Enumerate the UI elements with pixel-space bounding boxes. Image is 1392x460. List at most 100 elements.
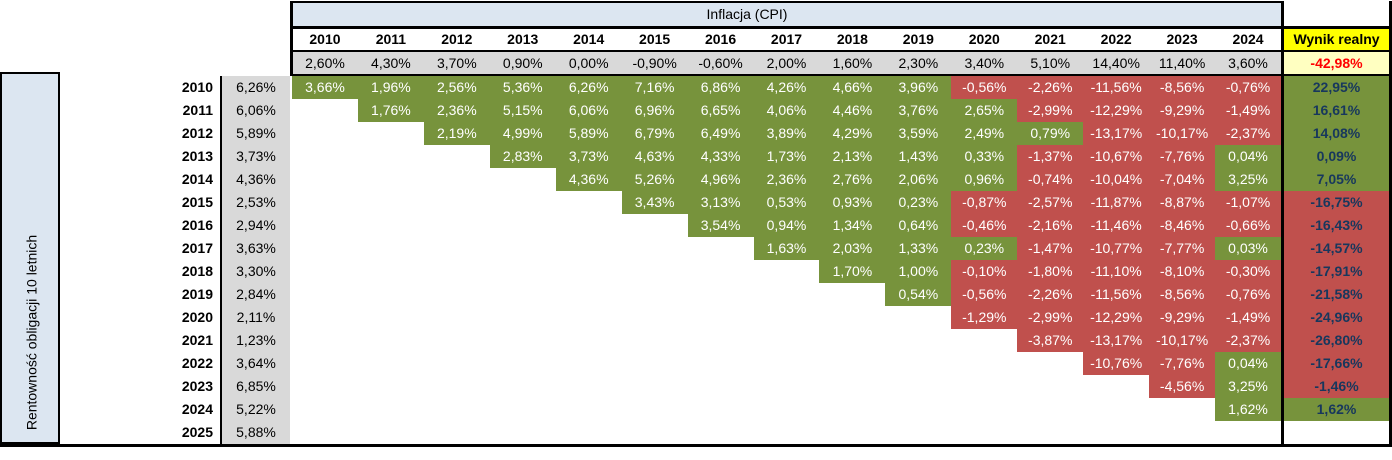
real-result-cell[interactable]: -16,43%	[1284, 214, 1389, 237]
row-year-label[interactable]: 2015	[181, 194, 213, 210]
row-year-label[interactable]: 2025	[181, 424, 213, 440]
inflation-value-cell[interactable]: 5,10%	[1030, 55, 1071, 71]
matrix-cell[interactable]: -8,87%	[1149, 191, 1216, 214]
matrix-cell[interactable]: -1,49%	[1215, 99, 1281, 122]
matrix-cell[interactable]: 3,76%	[885, 99, 952, 122]
inflation-value-cell[interactable]: 3,70%	[436, 55, 477, 71]
matrix-cell[interactable]: 2,76%	[819, 168, 886, 191]
bond-yield-cell[interactable]: 2,94%	[236, 217, 276, 233]
matrix-cell[interactable]: 3,89%	[753, 122, 820, 145]
matrix-cell[interactable]: 1,34%	[819, 214, 886, 237]
bond-yield-cell[interactable]: 6,26%	[236, 79, 276, 95]
matrix-cell[interactable]: 3,25%	[1215, 168, 1281, 191]
matrix-cell[interactable]: 4,33%	[687, 145, 754, 168]
year-header-cell[interactable]: 2022	[1100, 31, 1132, 47]
matrix-cell[interactable]: 5,15%	[489, 99, 556, 122]
matrix-cell[interactable]: -4,56%	[1149, 375, 1216, 398]
matrix-cell[interactable]: 0,94%	[753, 214, 820, 237]
matrix-cell[interactable]: -0,74%	[1017, 168, 1084, 191]
matrix-cell[interactable]: 6,49%	[687, 122, 754, 145]
row-axis-band[interactable]: Rentowność obligacji 10 letnich	[0, 72, 60, 444]
row-year-label[interactable]: 2017	[181, 240, 213, 256]
row-year-label[interactable]: 2012	[181, 125, 213, 141]
matrix-cell[interactable]: 1,73%	[753, 145, 820, 168]
matrix-cell[interactable]: 3,25%	[1215, 375, 1281, 398]
bond-yield-cell[interactable]: 5,22%	[236, 401, 276, 417]
matrix-cell[interactable]: -7,76%	[1149, 145, 1216, 168]
matrix-cell[interactable]: 2,06%	[885, 168, 952, 191]
matrix-cell[interactable]: 0,64%	[885, 214, 952, 237]
matrix-cell[interactable]: 1,62%	[1215, 398, 1281, 421]
matrix-cell[interactable]: -10,76%	[1083, 352, 1150, 375]
matrix-cell[interactable]: -0,76%	[1215, 283, 1281, 306]
matrix-cell[interactable]: 3,43%	[621, 191, 688, 214]
matrix-cell[interactable]: -9,29%	[1149, 306, 1216, 329]
inflation-value-cell[interactable]: 11,40%	[1158, 55, 1206, 71]
matrix-cell[interactable]: -0,76%	[1215, 76, 1281, 99]
real-result-cell[interactable]: -1,46%	[1284, 375, 1389, 398]
matrix-cell[interactable]: 4,63%	[621, 145, 688, 168]
row-year-label[interactable]: 2018	[181, 263, 213, 279]
matrix-cell[interactable]: 0,04%	[1215, 145, 1281, 168]
matrix-cell[interactable]: -2,16%	[1017, 214, 1084, 237]
row-year-label[interactable]: 2023	[181, 378, 213, 394]
matrix-cell[interactable]: -3,87%	[1017, 329, 1084, 352]
matrix-cell[interactable]: 4,96%	[687, 168, 754, 191]
matrix-cell[interactable]: 7,16%	[621, 76, 688, 99]
matrix-cell[interactable]: -1,80%	[1017, 260, 1084, 283]
real-result-cell[interactable]: 0,09%	[1284, 145, 1389, 168]
year-header-cell[interactable]: 2017	[770, 31, 803, 47]
matrix-cell[interactable]: 2,56%	[423, 76, 490, 99]
matrix-cell[interactable]: 0,33%	[951, 145, 1018, 168]
matrix-cell[interactable]: 4,46%	[819, 99, 886, 122]
matrix-cell[interactable]: 2,36%	[423, 99, 490, 122]
matrix-cell[interactable]: 2,13%	[819, 145, 886, 168]
matrix-cell[interactable]: 1,76%	[357, 99, 424, 122]
bond-yield-cell[interactable]: 6,85%	[236, 378, 276, 394]
bond-yield-cell[interactable]: 1,23%	[236, 332, 276, 348]
matrix-cell[interactable]: 4,99%	[489, 122, 556, 145]
matrix-cell[interactable]: -0,10%	[951, 260, 1018, 283]
real-result-cell[interactable]: 7,05%	[1284, 168, 1389, 191]
bond-yield-cell[interactable]: 3,64%	[236, 355, 276, 371]
row-year-label[interactable]: 2016	[181, 217, 213, 233]
inflation-value-cell[interactable]: 3,60%	[1228, 55, 1268, 71]
inflation-value-cell[interactable]: 0,90%	[502, 55, 543, 71]
bond-yield-cell[interactable]: 5,88%	[236, 424, 276, 440]
row-year-label[interactable]: 2011	[182, 102, 213, 118]
matrix-cell[interactable]: 4,26%	[753, 76, 820, 99]
matrix-cell[interactable]: -2,37%	[1215, 122, 1281, 145]
matrix-cell[interactable]: 6,26%	[555, 76, 622, 99]
matrix-cell[interactable]: -8,10%	[1149, 260, 1216, 283]
matrix-cell[interactable]: -0,56%	[951, 283, 1018, 306]
year-header-cell[interactable]: 2011	[375, 31, 407, 47]
inflation-value-cell[interactable]: 2,00%	[766, 55, 807, 71]
matrix-cell[interactable]: 5,89%	[555, 122, 622, 145]
row-year-label[interactable]: 2020	[181, 309, 213, 325]
matrix-cell[interactable]: -0,46%	[951, 214, 1018, 237]
matrix-cell[interactable]: -10,77%	[1083, 237, 1150, 260]
real-result-cell[interactable]: -16,75%	[1284, 191, 1389, 214]
matrix-cell[interactable]: 4,06%	[753, 99, 820, 122]
matrix-cell[interactable]: 0,96%	[951, 168, 1018, 191]
year-header-cell[interactable]: 2019	[902, 31, 934, 47]
year-header-cell[interactable]: 2012	[441, 31, 473, 47]
inflation-value-cell[interactable]: 2,60%	[305, 55, 345, 71]
year-header-cell[interactable]: 2014	[573, 31, 605, 47]
year-header-cell[interactable]: 2023	[1166, 31, 1198, 47]
matrix-cell[interactable]: -2,26%	[1017, 283, 1084, 306]
matrix-cell[interactable]: 1,43%	[885, 145, 952, 168]
matrix-cell[interactable]: 6,86%	[687, 76, 754, 99]
matrix-cell[interactable]: -8,56%	[1149, 283, 1216, 306]
matrix-cell[interactable]: 0,79%	[1017, 122, 1084, 145]
real-result-cell[interactable]: -21,58%	[1284, 283, 1389, 306]
row-year-label[interactable]: 2021	[181, 332, 213, 348]
matrix-cell[interactable]: -7,04%	[1149, 168, 1216, 191]
matrix-cell[interactable]: -10,67%	[1083, 145, 1150, 168]
matrix-cell[interactable]: -1,47%	[1017, 237, 1084, 260]
matrix-cell[interactable]: 6,96%	[621, 99, 688, 122]
matrix-cell[interactable]: -2,26%	[1017, 76, 1084, 99]
matrix-cell[interactable]: 5,36%	[489, 76, 556, 99]
matrix-cell[interactable]: -7,77%	[1149, 237, 1216, 260]
matrix-cell[interactable]: 0,53%	[753, 191, 820, 214]
